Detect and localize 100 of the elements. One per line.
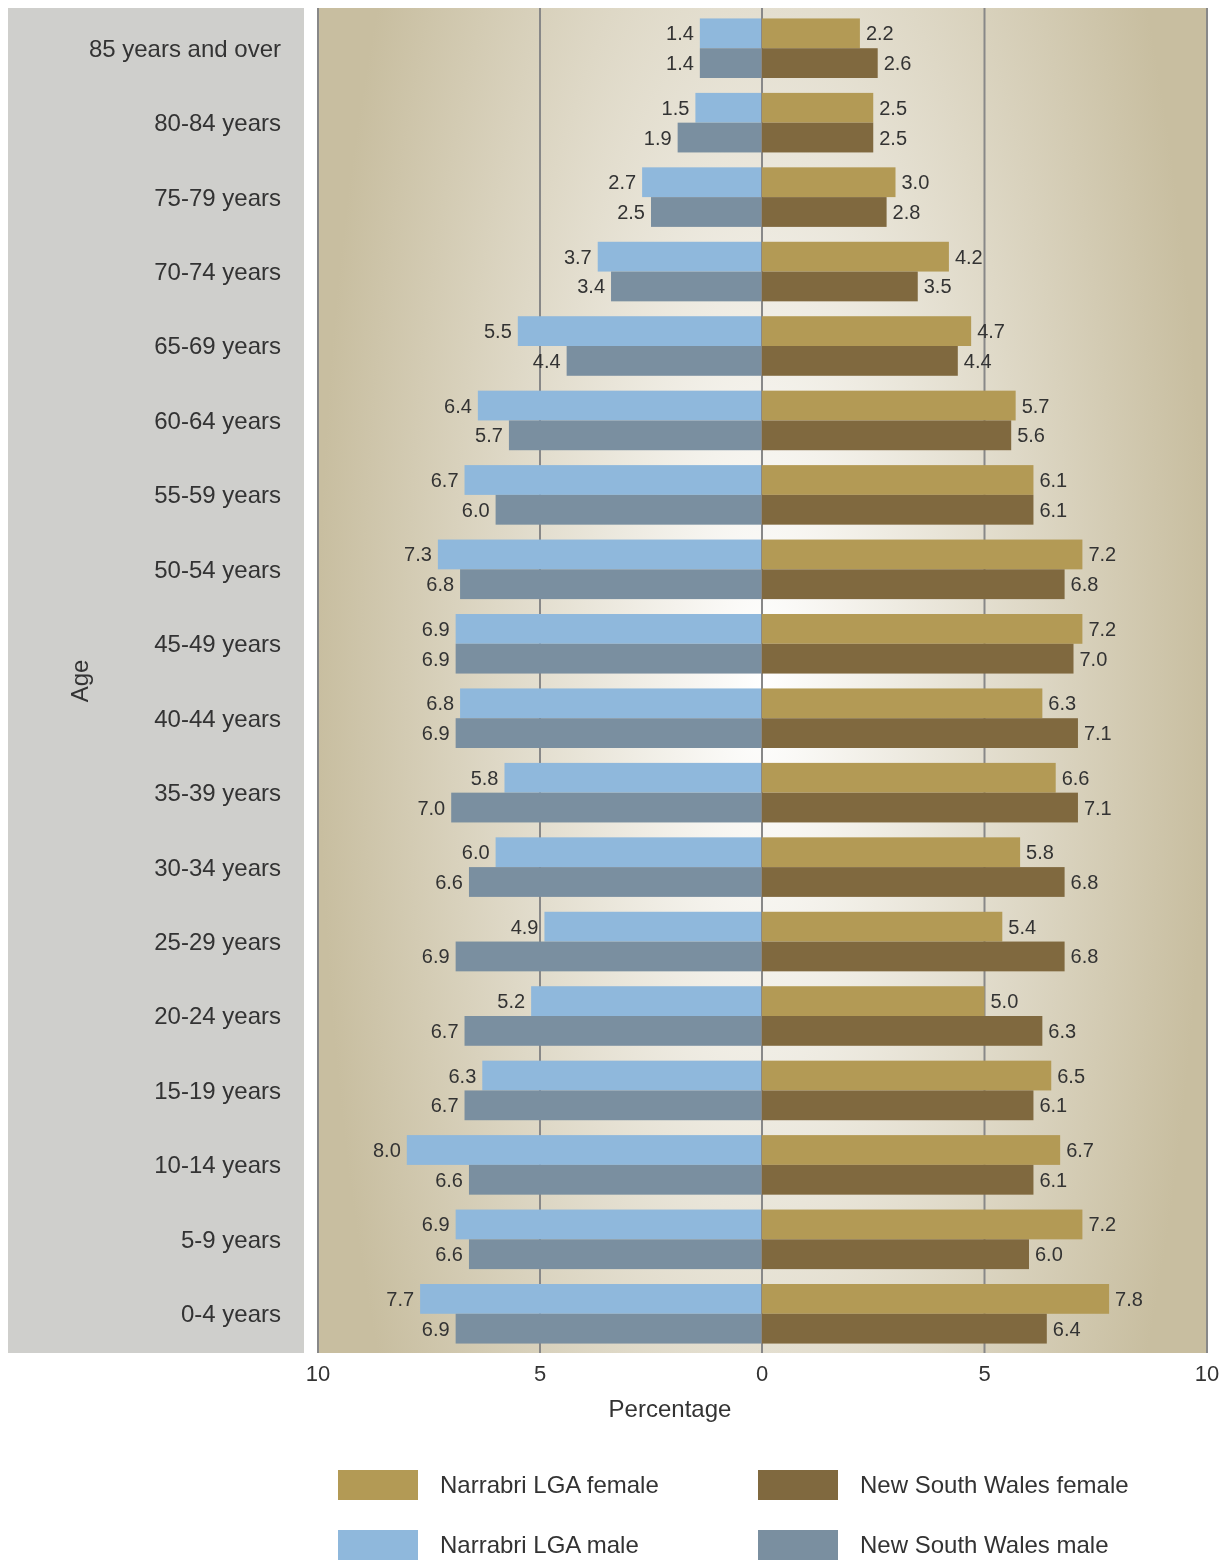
data-label: 3.0 bbox=[901, 171, 930, 194]
data-label: 6.8 bbox=[1070, 573, 1099, 596]
data-label: 5.7 bbox=[475, 424, 503, 447]
y-tick-label: 25-29 years bbox=[154, 927, 281, 955]
data-label: 7.3 bbox=[404, 543, 432, 566]
data-label: 7.8 bbox=[1115, 1287, 1143, 1310]
data-label: 6.9 bbox=[421, 1317, 450, 1340]
data-label: 1.4 bbox=[666, 22, 694, 45]
data-label: 5.4 bbox=[1008, 915, 1037, 938]
legend-label: Narrabri LGA male bbox=[440, 1531, 639, 1559]
data-label: 6.1 bbox=[1039, 1094, 1068, 1117]
data-label: 2.2 bbox=[865, 22, 894, 45]
data-label: 6.3 bbox=[1048, 1019, 1077, 1042]
legend-label: New South Wales male bbox=[860, 1531, 1109, 1559]
y-tick-label: 75-79 years bbox=[154, 183, 281, 211]
data-label: 6.9 bbox=[421, 722, 450, 745]
data-label: 3.5 bbox=[923, 275, 952, 298]
data-label: 5.0 bbox=[990, 990, 1019, 1013]
data-label: 6.7 bbox=[1066, 1139, 1094, 1161]
legend-label: New South Wales female bbox=[860, 1471, 1129, 1499]
data-label: 6.1 bbox=[1039, 498, 1068, 521]
data-label: 3.7 bbox=[563, 245, 592, 268]
data-label: 1.5 bbox=[661, 96, 690, 119]
data-label: 5.8 bbox=[1026, 841, 1054, 864]
data-label: 5.2 bbox=[497, 990, 526, 1013]
data-label: 6.7 bbox=[430, 1019, 459, 1042]
data-label: 6.9 bbox=[421, 647, 450, 670]
data-label: 6.8 bbox=[1070, 945, 1099, 968]
y-tick-label: 45-49 years bbox=[154, 630, 281, 658]
data-label: 6.3 bbox=[1048, 692, 1077, 715]
data-label: 2.7 bbox=[608, 171, 637, 194]
data-label: 7.2 bbox=[1088, 543, 1117, 566]
data-label: 6.4 bbox=[444, 394, 472, 417]
data-label: 6.1 bbox=[1039, 1168, 1068, 1191]
data-label: 6.7 bbox=[430, 469, 459, 491]
data-label: 4.7 bbox=[977, 320, 1005, 343]
data-label: 7.0 bbox=[417, 796, 446, 819]
data-label: 6.4 bbox=[1052, 1317, 1081, 1340]
data-label: 4.4 bbox=[532, 349, 561, 372]
data-label: 6.6 bbox=[435, 1168, 463, 1191]
data-label: 2.5 bbox=[617, 201, 645, 223]
x-axis-title: Percentage bbox=[608, 1395, 732, 1422]
data-label: 1.4 bbox=[666, 52, 694, 75]
data-label: 5.8 bbox=[470, 766, 499, 789]
y-tick-label: 60-64 years bbox=[154, 406, 281, 434]
data-label: 7.1 bbox=[1083, 722, 1112, 745]
y-tick-label: 15-19 years bbox=[154, 1076, 281, 1104]
data-label: 6.5 bbox=[1057, 1064, 1086, 1087]
y-tick-label: 70-74 years bbox=[154, 257, 281, 285]
y-tick-label: 5-9 years bbox=[180, 1225, 281, 1253]
y-axis-title: Age bbox=[66, 659, 93, 703]
data-label: 6.8 bbox=[426, 573, 455, 596]
y-tick-label: 80-84 years bbox=[154, 109, 281, 137]
data-label: 3.4 bbox=[577, 275, 606, 298]
data-label: 6.0 bbox=[461, 498, 490, 521]
data-label: 6.9 bbox=[421, 945, 450, 968]
data-label: 8.0 bbox=[372, 1139, 401, 1161]
data-label: 6.9 bbox=[421, 617, 450, 640]
data-label: 6.6 bbox=[435, 871, 463, 893]
data-label: 7.1 bbox=[1083, 796, 1112, 819]
data-label: 6.0 bbox=[1035, 1243, 1063, 1266]
x-tick-label: 5 bbox=[533, 1361, 547, 1386]
data-label: 7.0 bbox=[1079, 647, 1108, 670]
data-label: 2.8 bbox=[892, 201, 921, 223]
y-tick-label: 20-24 years bbox=[154, 1002, 281, 1030]
y-tick-label: 40-44 years bbox=[154, 704, 281, 732]
y-tick-label: 50-54 years bbox=[154, 555, 281, 583]
x-tick-label: 5 bbox=[978, 1361, 991, 1386]
data-label: 5.7 bbox=[1021, 394, 1050, 417]
x-tick-label: 10 bbox=[1194, 1361, 1220, 1386]
y-tick-label: 0-4 years bbox=[180, 1300, 281, 1328]
legend-label: Narrabri LGA female bbox=[440, 1471, 659, 1499]
x-tick-label: 0 bbox=[755, 1361, 769, 1386]
y-tick-label: 35-39 years bbox=[154, 779, 281, 807]
data-label: 6.8 bbox=[426, 692, 455, 715]
data-label: 6.3 bbox=[448, 1064, 477, 1087]
data-label: 6.7 bbox=[430, 1094, 459, 1117]
data-label: 6.6 bbox=[1061, 766, 1090, 789]
data-label: 7.7 bbox=[386, 1287, 415, 1310]
y-tick-label: 65-69 years bbox=[154, 332, 281, 360]
data-label: 2.5 bbox=[879, 96, 908, 119]
data-label: 7.2 bbox=[1088, 1213, 1117, 1236]
data-label: 7.2 bbox=[1088, 617, 1117, 640]
y-tick-label: 30-34 years bbox=[154, 853, 281, 881]
data-label: 5.6 bbox=[1017, 424, 1046, 447]
y-tick-label: 10-14 years bbox=[154, 1151, 281, 1179]
data-label: 2.6 bbox=[883, 52, 912, 75]
y-tick-label: 55-59 years bbox=[154, 481, 281, 509]
data-label: 6.0 bbox=[461, 841, 490, 864]
data-label: 2.5 bbox=[879, 126, 908, 149]
data-label: 6.6 bbox=[435, 1243, 463, 1266]
data-label: 6.9 bbox=[421, 1213, 450, 1236]
data-label: 4.2 bbox=[954, 245, 983, 268]
data-label: 4.9 bbox=[510, 915, 539, 938]
data-label: 6.1 bbox=[1039, 469, 1068, 491]
x-tick-label: 10 bbox=[305, 1361, 331, 1386]
data-label: 6.8 bbox=[1070, 871, 1099, 893]
y-tick-label: 85 years and over bbox=[88, 34, 281, 62]
data-label: 4.4 bbox=[963, 349, 992, 372]
data-label: 1.9 bbox=[643, 126, 672, 149]
